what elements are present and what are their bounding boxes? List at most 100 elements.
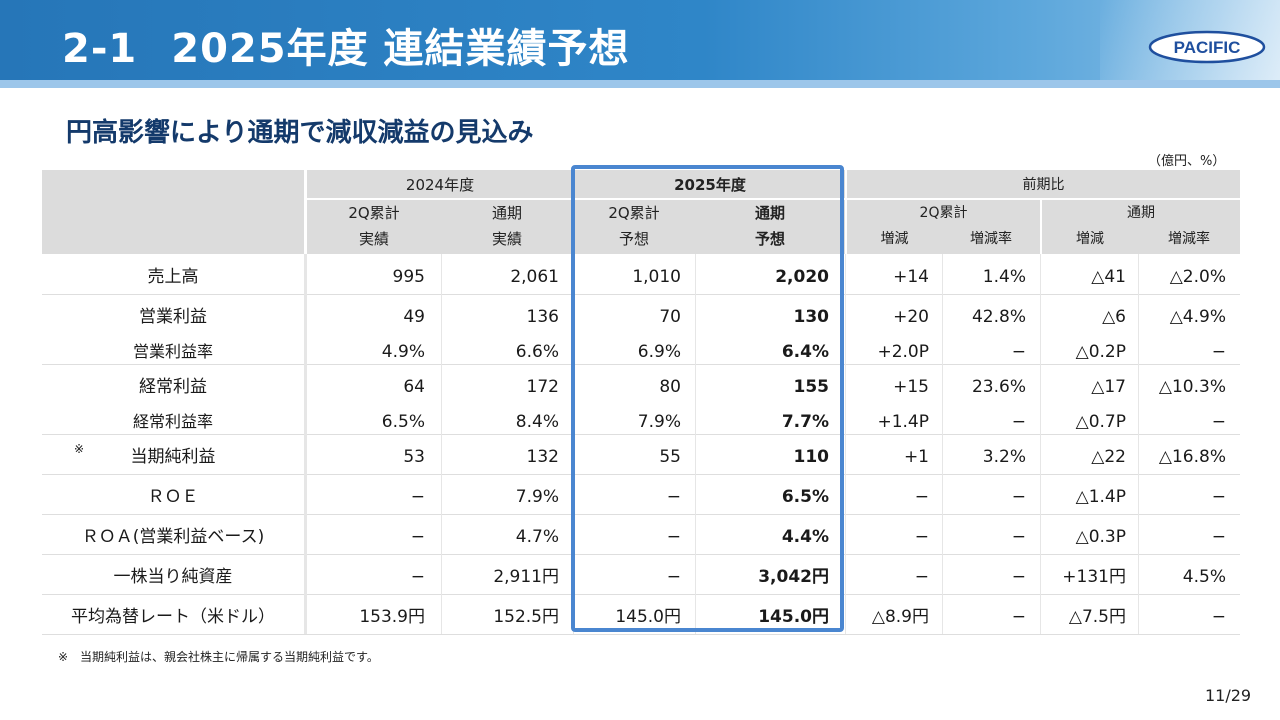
table-cell: △6 <box>1102 307 1126 327</box>
table-cell: 2,911円 <box>493 567 559 587</box>
column-divider <box>845 254 846 634</box>
logo-text: PACIFIC <box>1174 38 1241 57</box>
table-cell: △8.9円 <box>871 607 929 627</box>
table-cell: △7.5円 <box>1068 607 1126 627</box>
table-cell: 110 <box>793 447 830 467</box>
table-cell: △16.8% <box>1158 447 1226 467</box>
table-cell: 42.8% <box>971 307 1026 327</box>
table-cell: 1.4% <box>982 267 1026 287</box>
table-cell: △0.7P <box>1075 412 1126 432</box>
table-cell: − <box>914 527 929 547</box>
title-bar-underline <box>0 80 1280 88</box>
table-cell: − <box>1011 607 1026 627</box>
table-cell: − <box>1011 487 1026 507</box>
table-cell: 172 <box>526 377 559 397</box>
table-cell: +1 <box>903 447 929 467</box>
header-col-g: 増減 <box>1076 231 1104 247</box>
row-divider <box>42 294 1240 295</box>
header-col-c-line2: 予想 <box>618 230 649 248</box>
table-cell: 53 <box>403 447 425 467</box>
table-cell: − <box>410 567 425 587</box>
table-cell: − <box>1211 412 1226 432</box>
table-cell: △41 <box>1091 267 1126 287</box>
header-col-h: 増減率 <box>1168 231 1210 247</box>
unit-note: （億円、%） <box>1148 154 1226 169</box>
header-separator <box>304 170 307 254</box>
table-cell: 70 <box>659 307 681 327</box>
table-cell: 64 <box>403 377 425 397</box>
table-cell: 7.9% <box>515 487 559 507</box>
row-divider <box>42 364 1240 365</box>
table-cell: − <box>666 527 681 547</box>
table-cell: +2.0P <box>877 342 929 362</box>
table-cell: △10.3% <box>1158 377 1226 397</box>
table-cell: − <box>666 567 681 587</box>
row-label: ＲＯＥ <box>147 487 199 507</box>
header-col-d-line2: 予想 <box>754 230 785 248</box>
header-col-a-line2: 実績 <box>358 230 389 248</box>
row-divider <box>42 634 1240 635</box>
table-cell: 6.4% <box>781 342 829 362</box>
header-fy2025: 2025年度 <box>674 176 746 194</box>
table-cell: 3.2% <box>982 447 1026 467</box>
table-cell: − <box>1011 342 1026 362</box>
row-divider <box>42 554 1240 555</box>
row-label: 売上高 <box>147 267 199 287</box>
column-divider <box>1138 254 1139 634</box>
table-cell: − <box>666 487 681 507</box>
header-col-b-line1: 通期 <box>491 204 522 222</box>
row-divider <box>42 514 1240 515</box>
table-cell: 155 <box>793 377 830 397</box>
row-divider <box>42 594 1240 595</box>
column-divider <box>695 254 696 634</box>
header-col-e: 増減 <box>880 231 909 247</box>
page-title-number: 2-1 <box>62 26 138 72</box>
page-title: 2-1 2025年度 連結業績予想 <box>62 16 630 74</box>
table-cell: 2,020 <box>775 267 829 287</box>
table-cell: △4.9% <box>1169 307 1226 327</box>
row-label: ＲＯＡ(営業利益ベース) <box>81 527 265 547</box>
table-cell: − <box>410 487 425 507</box>
header-col-f: 増減率 <box>970 231 1012 247</box>
row-divider <box>42 474 1240 475</box>
header-col-c-line1: 2Q累計 <box>608 204 660 222</box>
table-cell: +1.4P <box>877 412 929 432</box>
fy2025-highlight-frame <box>571 165 844 632</box>
slide-subtitle: 円高影響により通期で減収減益の見込み <box>66 118 534 148</box>
table-cell: 4.9% <box>381 342 425 362</box>
column-divider <box>304 254 307 634</box>
pacific-logo: PACIFIC <box>1148 30 1266 64</box>
table-cell: 7.7% <box>781 412 829 432</box>
row-label: 経常利益 <box>139 377 207 397</box>
table-cell: 4.5% <box>1182 567 1226 587</box>
row-label: 営業利益率 <box>132 342 213 361</box>
table-cell: 23.6% <box>971 377 1026 397</box>
row-divider <box>42 434 1240 435</box>
row-label: 経常利益率 <box>132 412 213 431</box>
header-fy2024: 2024年度 <box>405 176 475 194</box>
header-yoy: 前期比 <box>1022 177 1065 193</box>
table-cell: − <box>1211 527 1226 547</box>
table-cell: 6.6% <box>515 342 559 362</box>
table-cell: 49 <box>403 307 425 327</box>
table-cell: − <box>1011 527 1026 547</box>
row-label: 一株当り純資産 <box>113 567 233 587</box>
header-col-a-line1: 2Q累計 <box>348 204 400 222</box>
table-cell: 136 <box>526 307 559 327</box>
table-cell: 55 <box>659 447 681 467</box>
header-separator <box>1040 200 1042 254</box>
row-label: 平均為替レート（米ドル） <box>71 607 275 627</box>
table-cell: △22 <box>1091 447 1126 467</box>
column-divider <box>942 254 943 634</box>
header-yoy-full: 通期 <box>1127 205 1155 221</box>
table-cell: − <box>914 567 929 587</box>
table-cell: △0.3P <box>1075 527 1126 547</box>
table-cell: +14 <box>893 267 929 287</box>
column-divider <box>441 254 442 634</box>
table-cell: 4.7% <box>515 527 559 547</box>
table-cell: 995 <box>392 267 425 287</box>
table-cell: 4.4% <box>781 527 829 547</box>
table-cell: 8.4% <box>515 412 559 432</box>
table-cell: − <box>1011 412 1026 432</box>
header-separator <box>845 170 847 254</box>
